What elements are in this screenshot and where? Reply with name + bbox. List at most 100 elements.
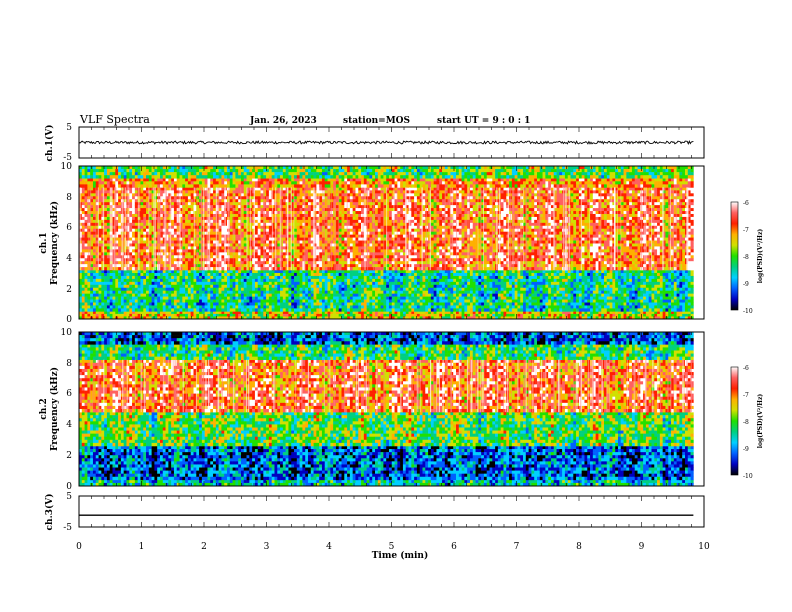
spectrogram-cell [138,308,141,311]
spectrogram-cell [651,285,654,288]
spectrogram-cell [646,305,649,308]
spectrogram-cell [188,308,191,311]
spectrogram-cell [221,270,224,273]
spectrogram-cell [565,279,568,282]
spectrogram-cell [244,297,247,300]
spectrogram-cell [99,223,102,226]
spectrogram-cell [152,291,155,294]
spectrogram-cell [143,270,146,273]
spectrogram-cell [132,226,135,229]
spectrogram-cell [679,276,682,279]
spectrogram-cell [316,300,319,303]
spectrogram-cell [668,297,671,300]
spectrogram-cell [657,273,660,276]
spectrogram-cell [428,300,431,303]
spectrogram-cell [140,246,143,249]
spectrogram-cell [406,294,409,297]
spectrogram-cell [121,308,124,311]
spectrogram-cell [509,273,512,276]
spectrogram-cell [537,273,540,276]
spectrogram-cell [126,288,129,291]
spectrogram-cell [143,187,146,190]
spectrogram-cell [129,267,132,270]
spectrogram-cell [274,294,277,297]
spectrogram-cell [375,273,378,276]
spectrogram-cell [682,285,685,288]
spectrogram-cell [227,305,230,308]
spectrogram-cell [414,300,417,303]
spectrogram-cell [305,297,308,300]
spectrogram-cell [291,282,294,285]
spectrogram-cell [467,314,470,317]
spectrogram-cell [498,297,501,300]
spectrogram-cell [213,297,216,300]
spectrogram-cell [657,291,660,294]
spectrogram-cell [168,285,171,288]
spectrogram-cell [478,285,481,288]
spectrogram-cell [325,294,328,297]
ch1-waveform-ylabel: ch.1(V) [44,125,55,162]
spectrogram-cell [82,187,85,190]
spectrogram-cell [590,311,593,314]
spectrogram-cell [406,311,409,314]
spectrogram-cell [202,288,205,291]
spectrogram-cell [101,285,104,288]
spectrogram-cell [657,282,660,285]
spectrogram-cell [598,311,601,314]
spectrogram-cell [115,276,118,279]
spectrogram-cell [425,276,428,279]
spectrogram-cell [185,220,188,223]
spectrogram-cell [467,279,470,282]
spectrogram-cell [152,303,155,306]
spectrogram-cell [596,297,599,300]
spectrogram-cell [261,279,264,282]
spectrogram-cell [115,305,118,308]
spectrogram-cell [113,193,116,196]
spectrogram-cell [649,297,652,300]
spectrogram-cell [668,270,671,273]
spectrogram-cell [227,288,230,291]
spectrogram-cell [358,288,361,291]
spectrogram-cell [448,305,451,308]
spectrogram-cell [124,279,127,282]
spectrogram-cell [149,288,152,291]
spectrogram-cell [277,279,280,282]
spectrogram-cell [484,303,487,306]
spectrogram-cell [657,288,660,291]
spectrogram-cell [422,276,425,279]
spectrogram-cell [378,282,381,285]
spectrogram-cell [274,270,277,273]
spectrogram-cell [635,273,638,276]
spectrogram-cell [665,294,668,297]
spectrogram-cell [272,270,275,273]
spectrogram-cell [255,305,258,308]
spectrogram-cell [439,273,442,276]
spectrogram-cell [548,308,551,311]
spectrogram-cell [671,308,674,311]
spectrogram-cell [598,273,601,276]
spectrogram-cell [213,270,216,273]
spectrogram-cell [347,308,350,311]
spectrogram-cell [308,305,311,308]
spectrogram-cell [660,297,663,300]
spectrogram-cell [548,311,551,314]
spectrogram-cell [492,291,495,294]
spectrogram-cell [104,193,107,196]
spectrogram-cell [582,308,585,311]
spectrogram-cell [632,297,635,300]
spectrogram-cell [135,258,138,261]
spectrogram-cell [302,285,305,288]
spectrogram-cell [420,308,423,311]
spectrogram-cell [107,305,110,308]
spectrogram-cell [492,305,495,308]
spectrogram-cell [258,282,261,285]
spectrogram-cell [506,308,509,311]
spectrogram-cell [417,291,420,294]
spectrogram-cell [333,314,336,317]
spectrogram-cell [207,291,210,294]
spectrogram-cell [227,300,230,303]
spectrogram-cell [509,291,512,294]
spectrogram-cell [364,308,367,311]
spectrogram-cell [118,235,121,238]
spectrogram-cell [361,300,364,303]
